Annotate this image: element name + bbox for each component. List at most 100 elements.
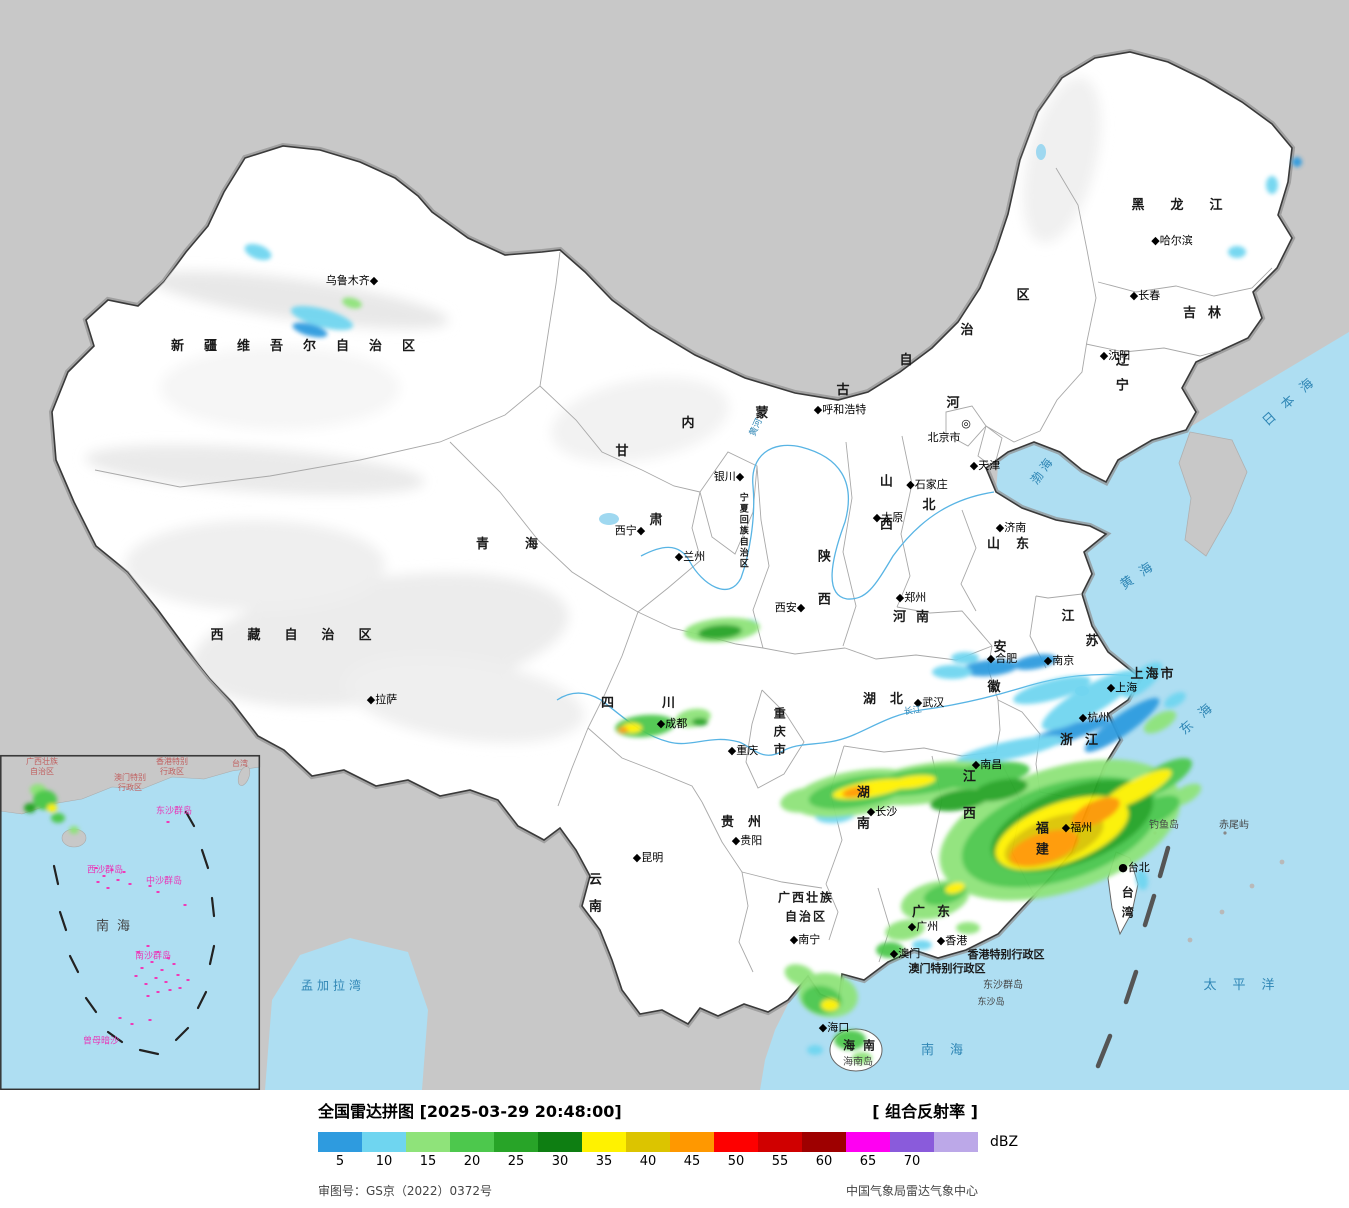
chiwei-islet [1223,831,1227,835]
radar-echo [291,305,353,331]
radar-echo [342,297,362,309]
radar-echo [962,659,1018,677]
island-dot [186,979,190,981]
map-title: 全国雷达拼图 [2025-03-29 20:48:00] [318,1102,622,1121]
island-dot [154,977,158,979]
island-dot [116,879,120,881]
inset-island-dots [94,821,190,1025]
radar-echo [1266,176,1278,194]
radar-echo [244,243,272,261]
radar-echo [1135,870,1149,890]
product-label: [ 组合反射率 ] [872,1102,978,1121]
map-canvas [0,0,1349,1090]
island-dot [148,885,152,887]
legend-tick: 30 [551,1154,569,1169]
radar-echo [972,778,1028,802]
radar-echo [1013,654,1057,670]
legend-swatch [758,1132,802,1152]
radar-echo [784,964,816,986]
legend-swatch [714,1132,758,1152]
legend-tick: 70 [903,1154,921,1169]
island-dot [94,867,98,869]
legend-swatch [494,1132,538,1152]
radar-echo [1164,692,1186,708]
legend-swatch [802,1132,846,1152]
island-dot [146,995,150,997]
radar-echo [1071,797,1121,827]
legend-swatch [362,1132,406,1152]
radar-echo [1009,829,1079,867]
radar-echo [1228,246,1246,258]
maritime-boundary-dashes [1095,845,1171,1069]
radar-echo [698,624,742,640]
island-dot [156,991,160,993]
south-china-sea-inset [0,754,261,1090]
island-dot [168,989,172,991]
yellow-river [640,444,995,600]
inset-nine-dash-line [52,810,216,1056]
color-scale-bar [318,1132,978,1152]
island-dot [150,961,154,963]
legend-panel: 全国雷达拼图 [2025-03-29 20:48:00] [ 组合反射率 ] d… [0,1090,1349,1208]
legend-swatch [626,1132,670,1152]
radar-echo [807,1045,823,1055]
bay-of-bengal [265,938,428,1090]
radar-echo [842,786,870,798]
legend-swatch [450,1132,494,1152]
radar-echo-layer [244,157,1302,1064]
legend-tick: 50 [727,1154,745,1169]
inset-sea [0,755,260,1090]
island-dot [110,869,114,871]
legend-swatch [318,1132,362,1152]
island-dot [134,975,138,977]
island-dot [140,967,144,969]
inset-radar-echoes [24,784,79,834]
radar-echo [876,942,904,958]
inset-taiwan [237,766,251,786]
unit-label: dBZ [990,1134,1019,1150]
radar-echo [47,804,57,812]
island-dot [156,951,160,953]
radar-echo [951,652,979,664]
island-dot [118,1017,122,1019]
legend-tick: 45 [683,1154,701,1169]
island-dot [172,963,176,965]
radar-echo [888,775,936,789]
radar-echo [51,813,65,823]
legend-swatch [670,1132,714,1152]
island-dot [176,974,180,976]
radar-echo [852,1052,872,1064]
island-dot [102,875,106,877]
island-dot [160,969,164,971]
legend-swatch [582,1132,626,1152]
radar-echo [932,665,972,679]
radar-echo [1084,697,1160,753]
legend-tick: 25 [507,1154,525,1169]
china-radar-map: 黑龙江 吉林 辽宁内蒙古自治区新疆维吾尔自治区甘肃青海 西藏自治区 四川 重庆市 陕西 山西河… [0,0,1349,1090]
radar-echo [956,922,980,934]
radar-echo [618,727,628,733]
terrain-shading [85,77,1101,743]
radar-echo [956,735,1064,765]
data-source: 中国气象局雷达气象中心 [845,1184,978,1198]
island-dot [183,904,187,906]
map-license-number: 审图号：GS京（2022）0372号 [318,1184,492,1198]
island-dot [144,983,148,985]
korea-peninsula [1178,431,1248,557]
legend-swatch [846,1132,890,1152]
legend-tick: 60 [815,1154,833,1169]
legend-tick: 65 [859,1154,877,1169]
island-dot [128,883,132,885]
legend-swatch [538,1132,582,1152]
island-dot [166,821,170,823]
radar-echo [834,1030,866,1050]
island-dot [166,957,170,959]
legend-tick: 40 [639,1154,657,1169]
radar-echo [1041,669,1139,731]
radar-echo [945,882,965,894]
legend-swatch [406,1132,450,1152]
radar-echo [1143,710,1177,734]
island-dot [178,987,182,989]
color-scale-ticks: 5 10 15 20 25 30 35 40 45 50 55 60 65 70 [318,1154,1038,1174]
